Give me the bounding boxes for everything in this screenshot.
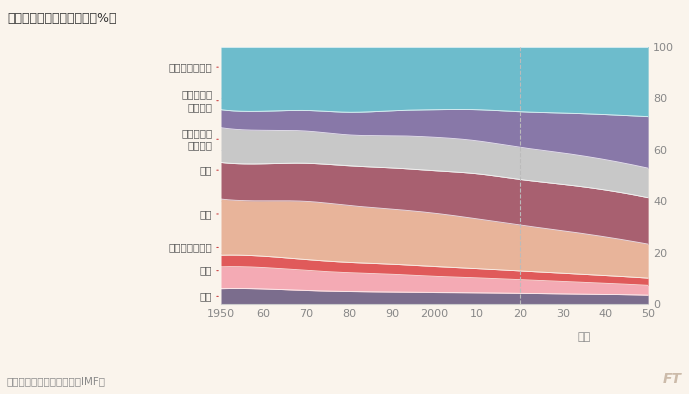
- Text: 美国: 美国: [200, 292, 212, 301]
- Text: FT: FT: [663, 372, 682, 386]
- Text: 来源：国际货币基金组织（IMF）: 来源：国际货币基金组织（IMF）: [7, 376, 106, 386]
- Text: 撒哈拉以南
非洲地区: 撒哈拉以南 非洲地区: [181, 89, 212, 112]
- Text: 占全球人口的份额（单位：%）: 占全球人口的份额（单位：%）: [7, 12, 116, 25]
- Text: 预测: 预测: [577, 333, 590, 342]
- Text: 印度: 印度: [200, 165, 212, 175]
- Text: 中国: 中国: [200, 209, 212, 219]
- Text: 其他高收入国家: 其他高收入国家: [169, 242, 212, 253]
- Text: 欧盟: 欧盟: [200, 266, 212, 276]
- Text: 其他发展中
亚洲地区: 其他发展中 亚洲地区: [181, 128, 212, 151]
- Text: 其他发展中国家: 其他发展中国家: [169, 62, 212, 72]
